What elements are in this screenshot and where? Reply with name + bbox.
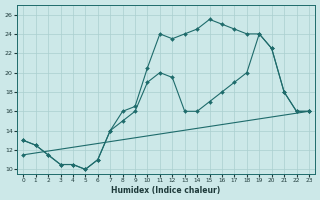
X-axis label: Humidex (Indice chaleur): Humidex (Indice chaleur) xyxy=(111,186,221,195)
